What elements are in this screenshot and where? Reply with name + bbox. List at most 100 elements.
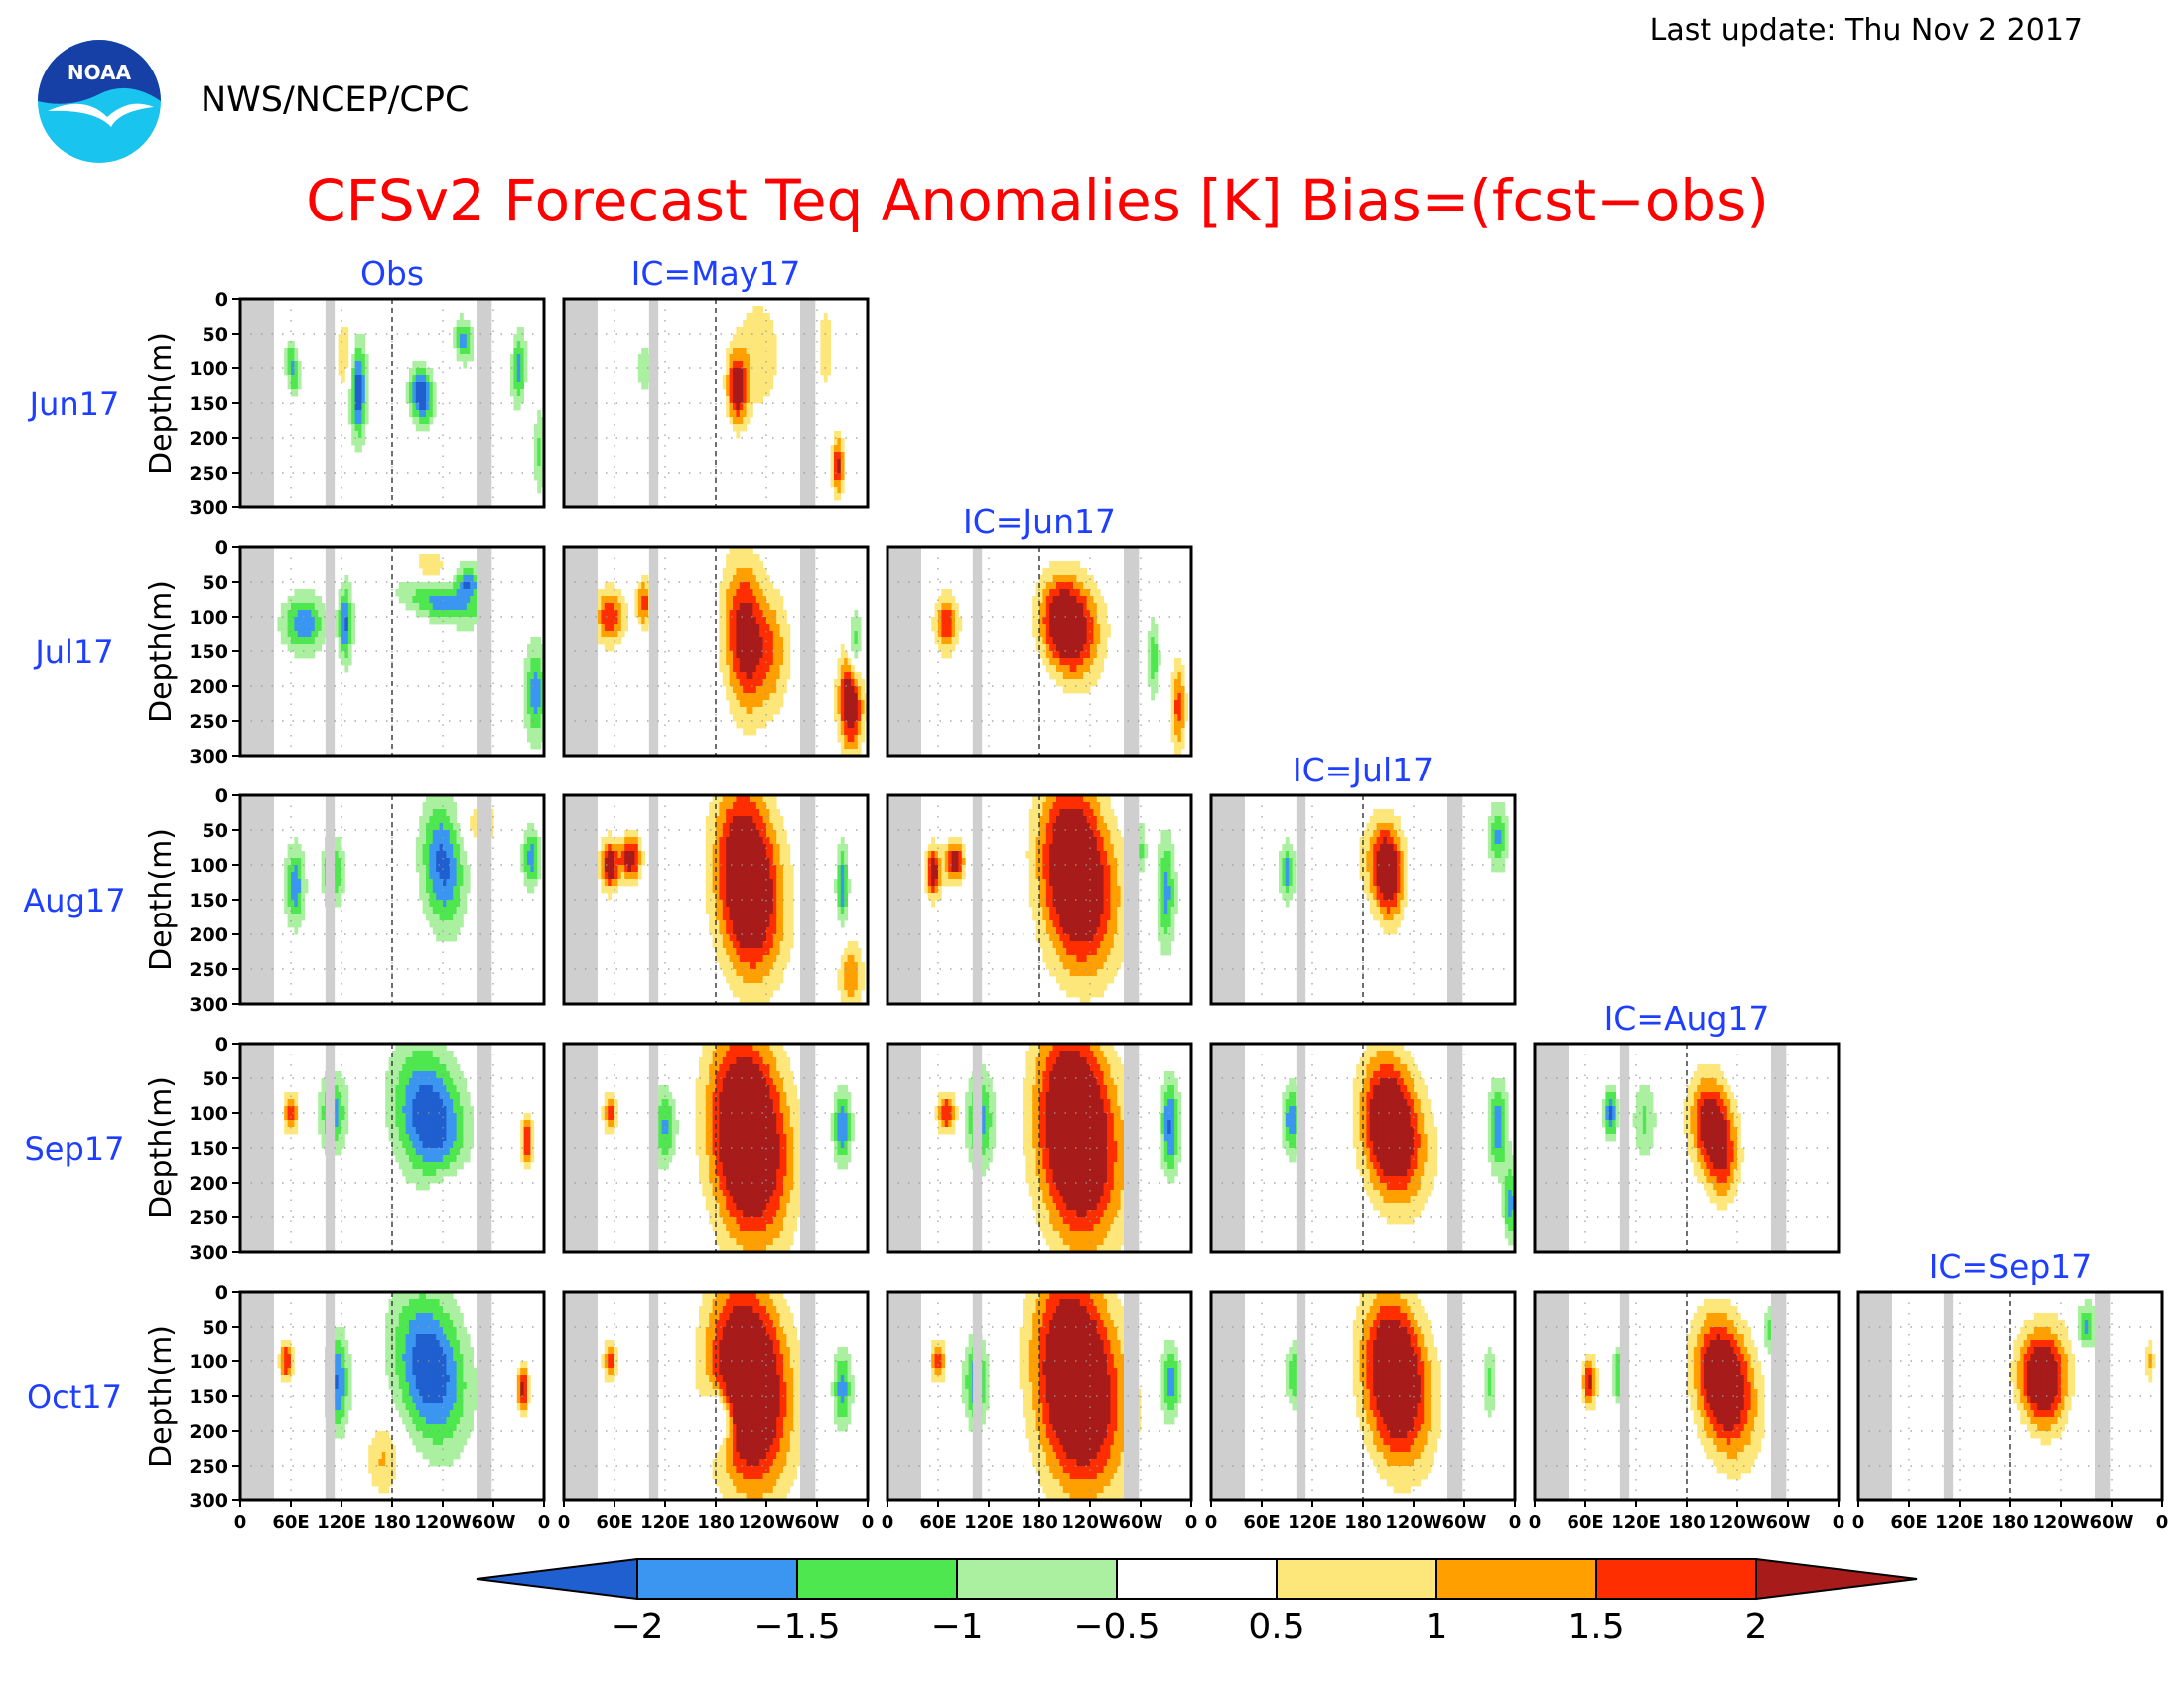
anomaly-cell xyxy=(284,893,288,901)
anomaly-cell xyxy=(284,637,288,645)
anomaly-cell xyxy=(938,644,942,652)
anomaly-cell xyxy=(419,865,423,873)
anomaly-cell xyxy=(762,997,767,1005)
anomaly-cell xyxy=(443,603,447,611)
anomaly-cell xyxy=(722,603,727,611)
anomaly-cell xyxy=(422,417,427,425)
anomaly-cell xyxy=(294,603,299,611)
anomaly-cell xyxy=(1045,893,1050,901)
anomaly-cell xyxy=(722,802,727,810)
anomaly-cell xyxy=(736,721,741,729)
anomaly-cell xyxy=(422,858,427,866)
anomaly-cell xyxy=(1103,809,1108,817)
anomaly-cell xyxy=(523,858,528,866)
anomaly-cell xyxy=(436,865,440,873)
anomaly-cell xyxy=(1090,582,1094,590)
anomaly-cell xyxy=(1107,872,1111,880)
anomaly-cell xyxy=(1100,844,1104,852)
anomaly-cell xyxy=(1049,658,1053,666)
anomaly-cell xyxy=(291,644,295,652)
anomaly-cell xyxy=(1113,844,1118,852)
anomaly-cell xyxy=(934,617,939,625)
anomaly-cell xyxy=(931,865,935,873)
anomaly-cell xyxy=(958,837,963,845)
anomaly-cell xyxy=(1035,844,1040,852)
anomaly-cell xyxy=(1113,948,1118,956)
anomaly-cell xyxy=(719,603,724,611)
anomaly-cell xyxy=(466,596,471,604)
anomaly-cell xyxy=(743,651,747,659)
anomaly-cell xyxy=(739,900,744,908)
anomaly-cell xyxy=(766,837,770,845)
anomaly-cell xyxy=(733,679,737,687)
anomaly-cell xyxy=(1170,735,1175,743)
anomaly-cell xyxy=(1032,802,1036,810)
anomaly-cell xyxy=(617,851,622,859)
anomaly-cell xyxy=(354,382,359,390)
anomaly-cell xyxy=(1093,879,1098,887)
anomaly-cell xyxy=(743,837,747,845)
anomaly-cell xyxy=(729,568,734,576)
anomaly-cell xyxy=(779,858,784,866)
anomaly-cell xyxy=(611,582,615,590)
anomaly-cell xyxy=(1144,844,1149,852)
anomaly-cell xyxy=(1083,851,1087,859)
anomaly-cell xyxy=(840,686,845,694)
anomaly-cell xyxy=(786,665,791,673)
anomaly-cell xyxy=(1039,858,1043,866)
y-tick-label: 50 xyxy=(203,324,228,346)
anomaly-cell xyxy=(604,865,609,873)
anomaly-cell xyxy=(851,644,855,652)
anomaly-cell xyxy=(1103,610,1108,618)
anomaly-cell xyxy=(520,341,524,349)
anomaly-cell xyxy=(1403,893,1408,901)
anomaly-cell xyxy=(1076,830,1081,838)
anomaly-cell xyxy=(311,589,316,597)
anomaly-cell xyxy=(466,561,471,569)
anomaly-cell xyxy=(1103,914,1108,921)
anomaly-cell xyxy=(1390,837,1394,845)
anomaly-cell xyxy=(1110,962,1115,970)
anomaly-cell xyxy=(1039,830,1043,838)
anomaly-cell xyxy=(1049,568,1053,576)
anomaly-cell xyxy=(456,348,461,355)
anomaly-cell xyxy=(955,631,959,638)
anomaly-cell xyxy=(1397,886,1401,894)
anomaly-cell xyxy=(344,644,349,652)
anomaly-cell xyxy=(759,948,763,956)
anomaly-cell xyxy=(1073,795,1077,803)
anomaly-cell xyxy=(752,990,757,998)
anomaly-cell xyxy=(779,596,784,604)
anomaly-cell xyxy=(739,969,744,977)
anomaly-cell xyxy=(456,886,461,894)
anomaly-cell xyxy=(726,617,730,625)
anomaly-cell xyxy=(1083,858,1087,866)
anomaly-cell xyxy=(523,837,528,845)
anomaly-cell xyxy=(1110,976,1115,984)
anomaly-cell xyxy=(1393,920,1398,928)
anomaly-cell xyxy=(1285,851,1290,859)
anomaly-cell xyxy=(733,983,737,991)
anomaly-cell xyxy=(510,354,514,362)
anomaly-cell xyxy=(1107,816,1111,824)
anomaly-cell xyxy=(644,354,649,362)
anomaly-cell xyxy=(1042,816,1047,824)
anomaly-cell xyxy=(743,561,747,569)
anomaly-cell xyxy=(520,396,524,404)
anomaly-cell xyxy=(1066,990,1070,998)
anomaly-cell xyxy=(641,382,645,390)
anomaly-cell xyxy=(530,707,535,715)
anomaly-cell xyxy=(436,872,440,880)
anomaly-cell xyxy=(436,886,440,894)
anomaly-cell xyxy=(776,700,780,708)
anomaly-cell xyxy=(1292,865,1297,873)
anomaly-cell xyxy=(446,816,451,824)
anomaly-cell xyxy=(470,589,474,597)
anomaly-cell xyxy=(739,561,744,569)
anomaly-cell xyxy=(739,976,744,984)
anomaly-cell xyxy=(338,368,342,376)
anomaly-cell xyxy=(516,361,521,369)
anomaly-cell xyxy=(857,707,862,715)
anomaly-cell xyxy=(827,341,831,349)
anomaly-cell xyxy=(614,858,618,866)
